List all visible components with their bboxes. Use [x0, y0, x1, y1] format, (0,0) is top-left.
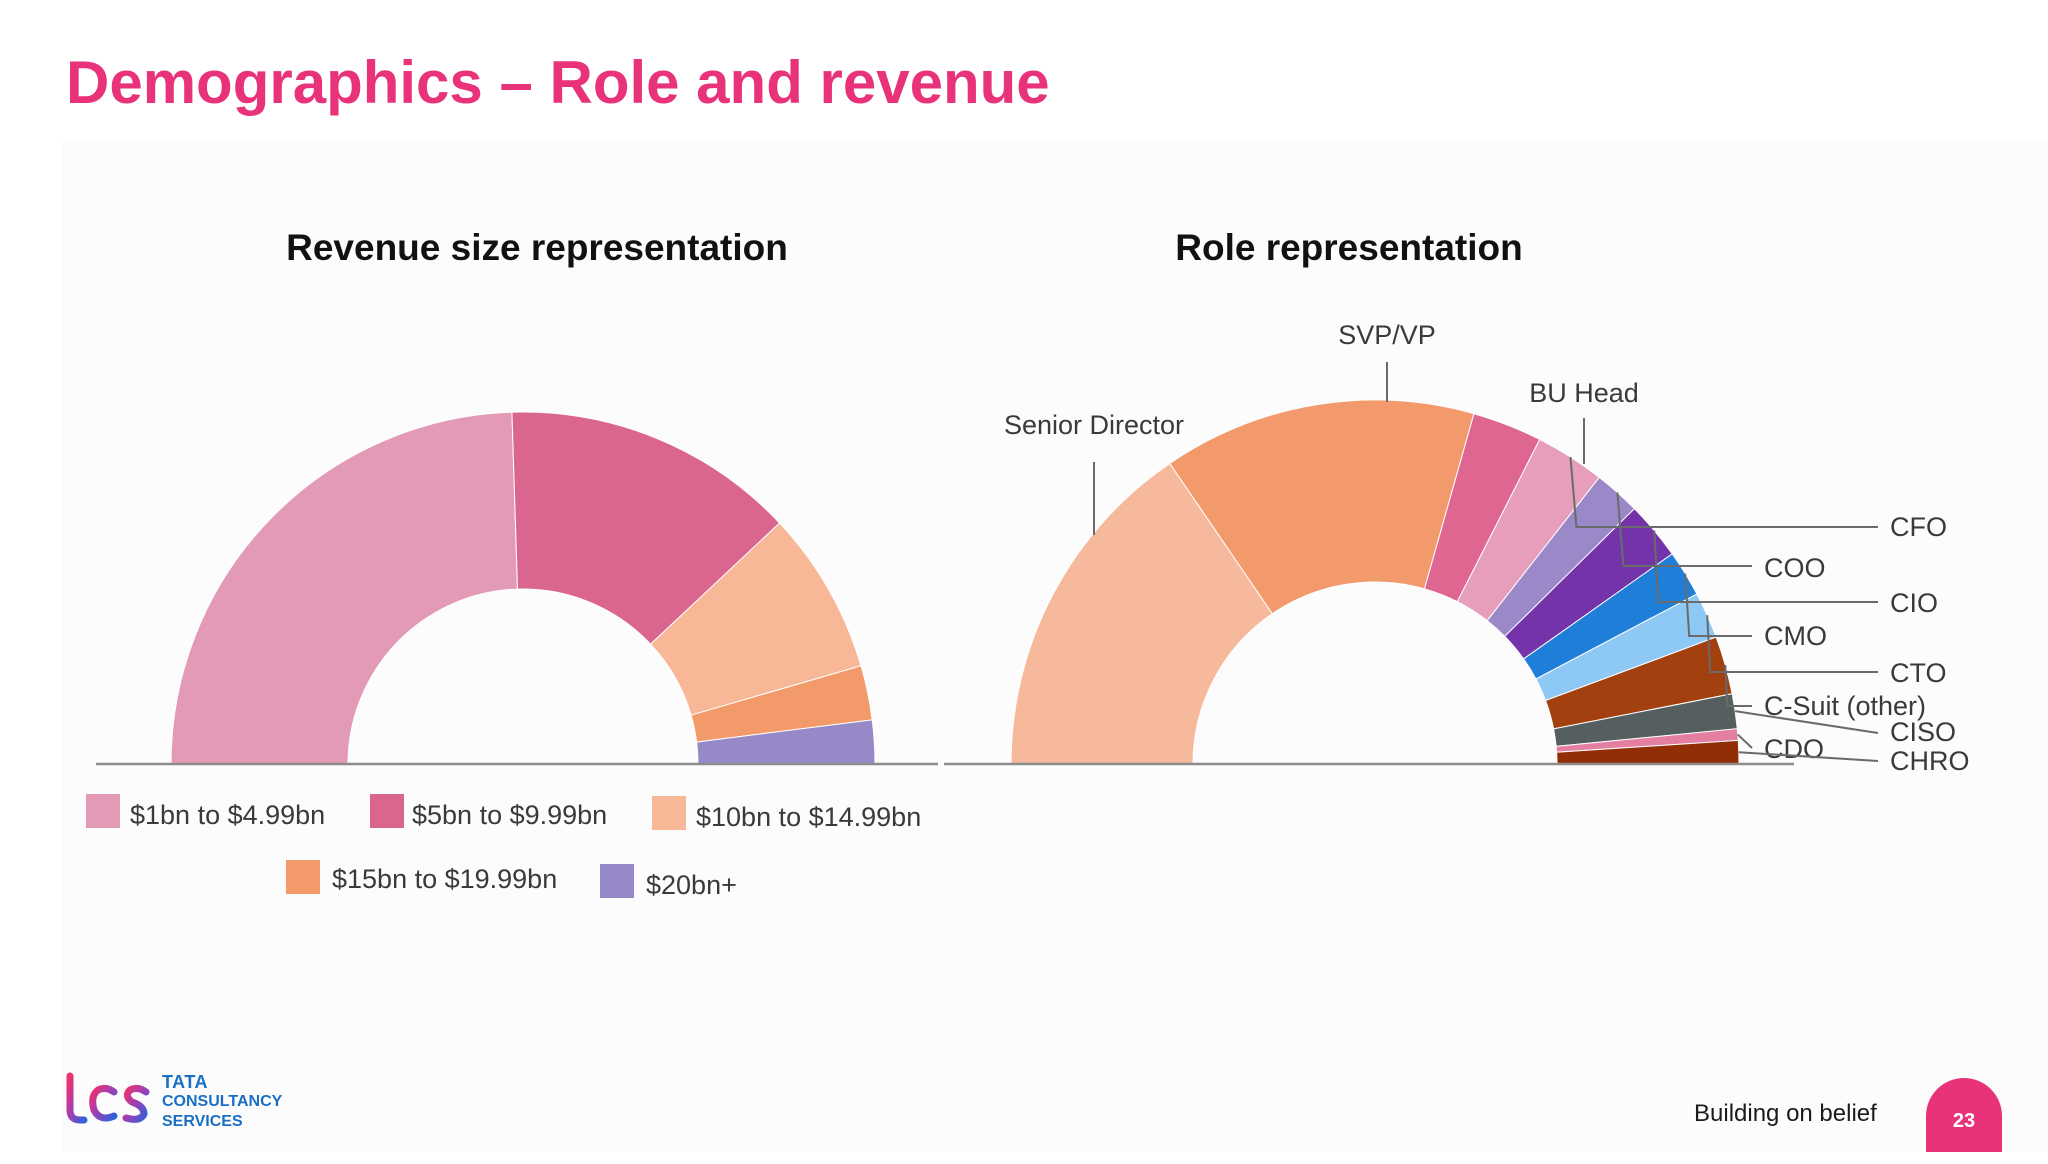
legend-label-20bn: $20bn+	[646, 870, 737, 900]
revenue-chart-slices	[170, 411, 876, 765]
role-chart-labels: Senior Director SVP/VP BU Head CFO COO CIO CMO…	[1004, 320, 1970, 776]
role-label-cmo: CMO	[1764, 621, 1827, 651]
revenue-chart-legend: $1bn to $4.99bn $5bn to $9.99bn $10bn to $…	[86, 794, 921, 900]
legend-swatch-20bn	[600, 864, 634, 898]
leader-line-cio	[1653, 530, 1878, 603]
tagline: Building on belief	[1694, 1100, 1877, 1127]
tcs-logo-text: TATA CONSULTANCY SERVICES	[162, 1072, 283, 1130]
legend-label-10bn-to-14-99bn: $10bn to $14.99bn	[696, 802, 921, 832]
role-chart-title: Role representation	[1175, 227, 1522, 268]
role-slice-svp-vp	[1169, 399, 1475, 615]
revenue-chart-title: Revenue size representation	[286, 227, 788, 268]
legend-swatch-10bn-to-14-99bn	[652, 796, 686, 830]
leader-line-c-suit-other	[1724, 665, 1752, 707]
legend-label-1bn-to-4-99bn: $1bn to $4.99bn	[130, 800, 325, 830]
role-label-ciso: CISO	[1890, 717, 1956, 747]
legend-label-5bn-to-9-99bn: $5bn to $9.99bn	[412, 800, 607, 830]
role-label-cto: CTO	[1890, 658, 1947, 688]
legend-label-15bn-to-19-99bn: $15bn to $19.99bn	[332, 864, 557, 894]
role-label-chro: CHRO	[1890, 746, 1970, 776]
leader-line-cmo	[1684, 573, 1752, 637]
role-chart-slices	[1010, 399, 1740, 765]
leader-line-chro	[1738, 751, 1879, 762]
legend-swatch-5bn-to-9-99bn	[370, 794, 404, 828]
revenue-slice-1bn-to-4-99bn	[170, 411, 519, 765]
leader-line-cfo	[1569, 456, 1878, 528]
role-label-c-suit-other: C-Suit (other)	[1764, 691, 1926, 721]
leader-line-cdo	[1737, 733, 1753, 749]
leader-line-ciso	[1734, 710, 1879, 734]
leader-line-cto	[1706, 615, 1878, 673]
role-label-cdo: CDO	[1764, 734, 1824, 764]
role-label-bu-head: BU Head	[1529, 378, 1639, 408]
legend-swatch-15bn-to-19-99bn	[286, 860, 320, 894]
revenue-slice-5bn-to-9-99bn	[511, 411, 781, 645]
role-label-cfo: CFO	[1890, 512, 1947, 542]
leader-line-coo	[1616, 492, 1752, 567]
role-slice-senior-director	[1010, 462, 1274, 765]
tcs-logo: TATA CONSULTANCY SERVICES	[62, 1070, 302, 1132]
page-title: Demographics – Role and revenue	[66, 49, 1050, 116]
role-label-senior-director: Senior Director	[1004, 410, 1184, 440]
role-label-coo: COO	[1764, 553, 1826, 583]
role-label-svp-vp: SVP/VP	[1338, 320, 1436, 350]
legend-swatch-1bn-to-4-99bn	[86, 794, 120, 828]
role-label-cio: CIO	[1890, 588, 1938, 618]
tcs-logo-mark	[62, 1072, 150, 1124]
page-number-badge: 23	[1926, 1078, 2002, 1152]
